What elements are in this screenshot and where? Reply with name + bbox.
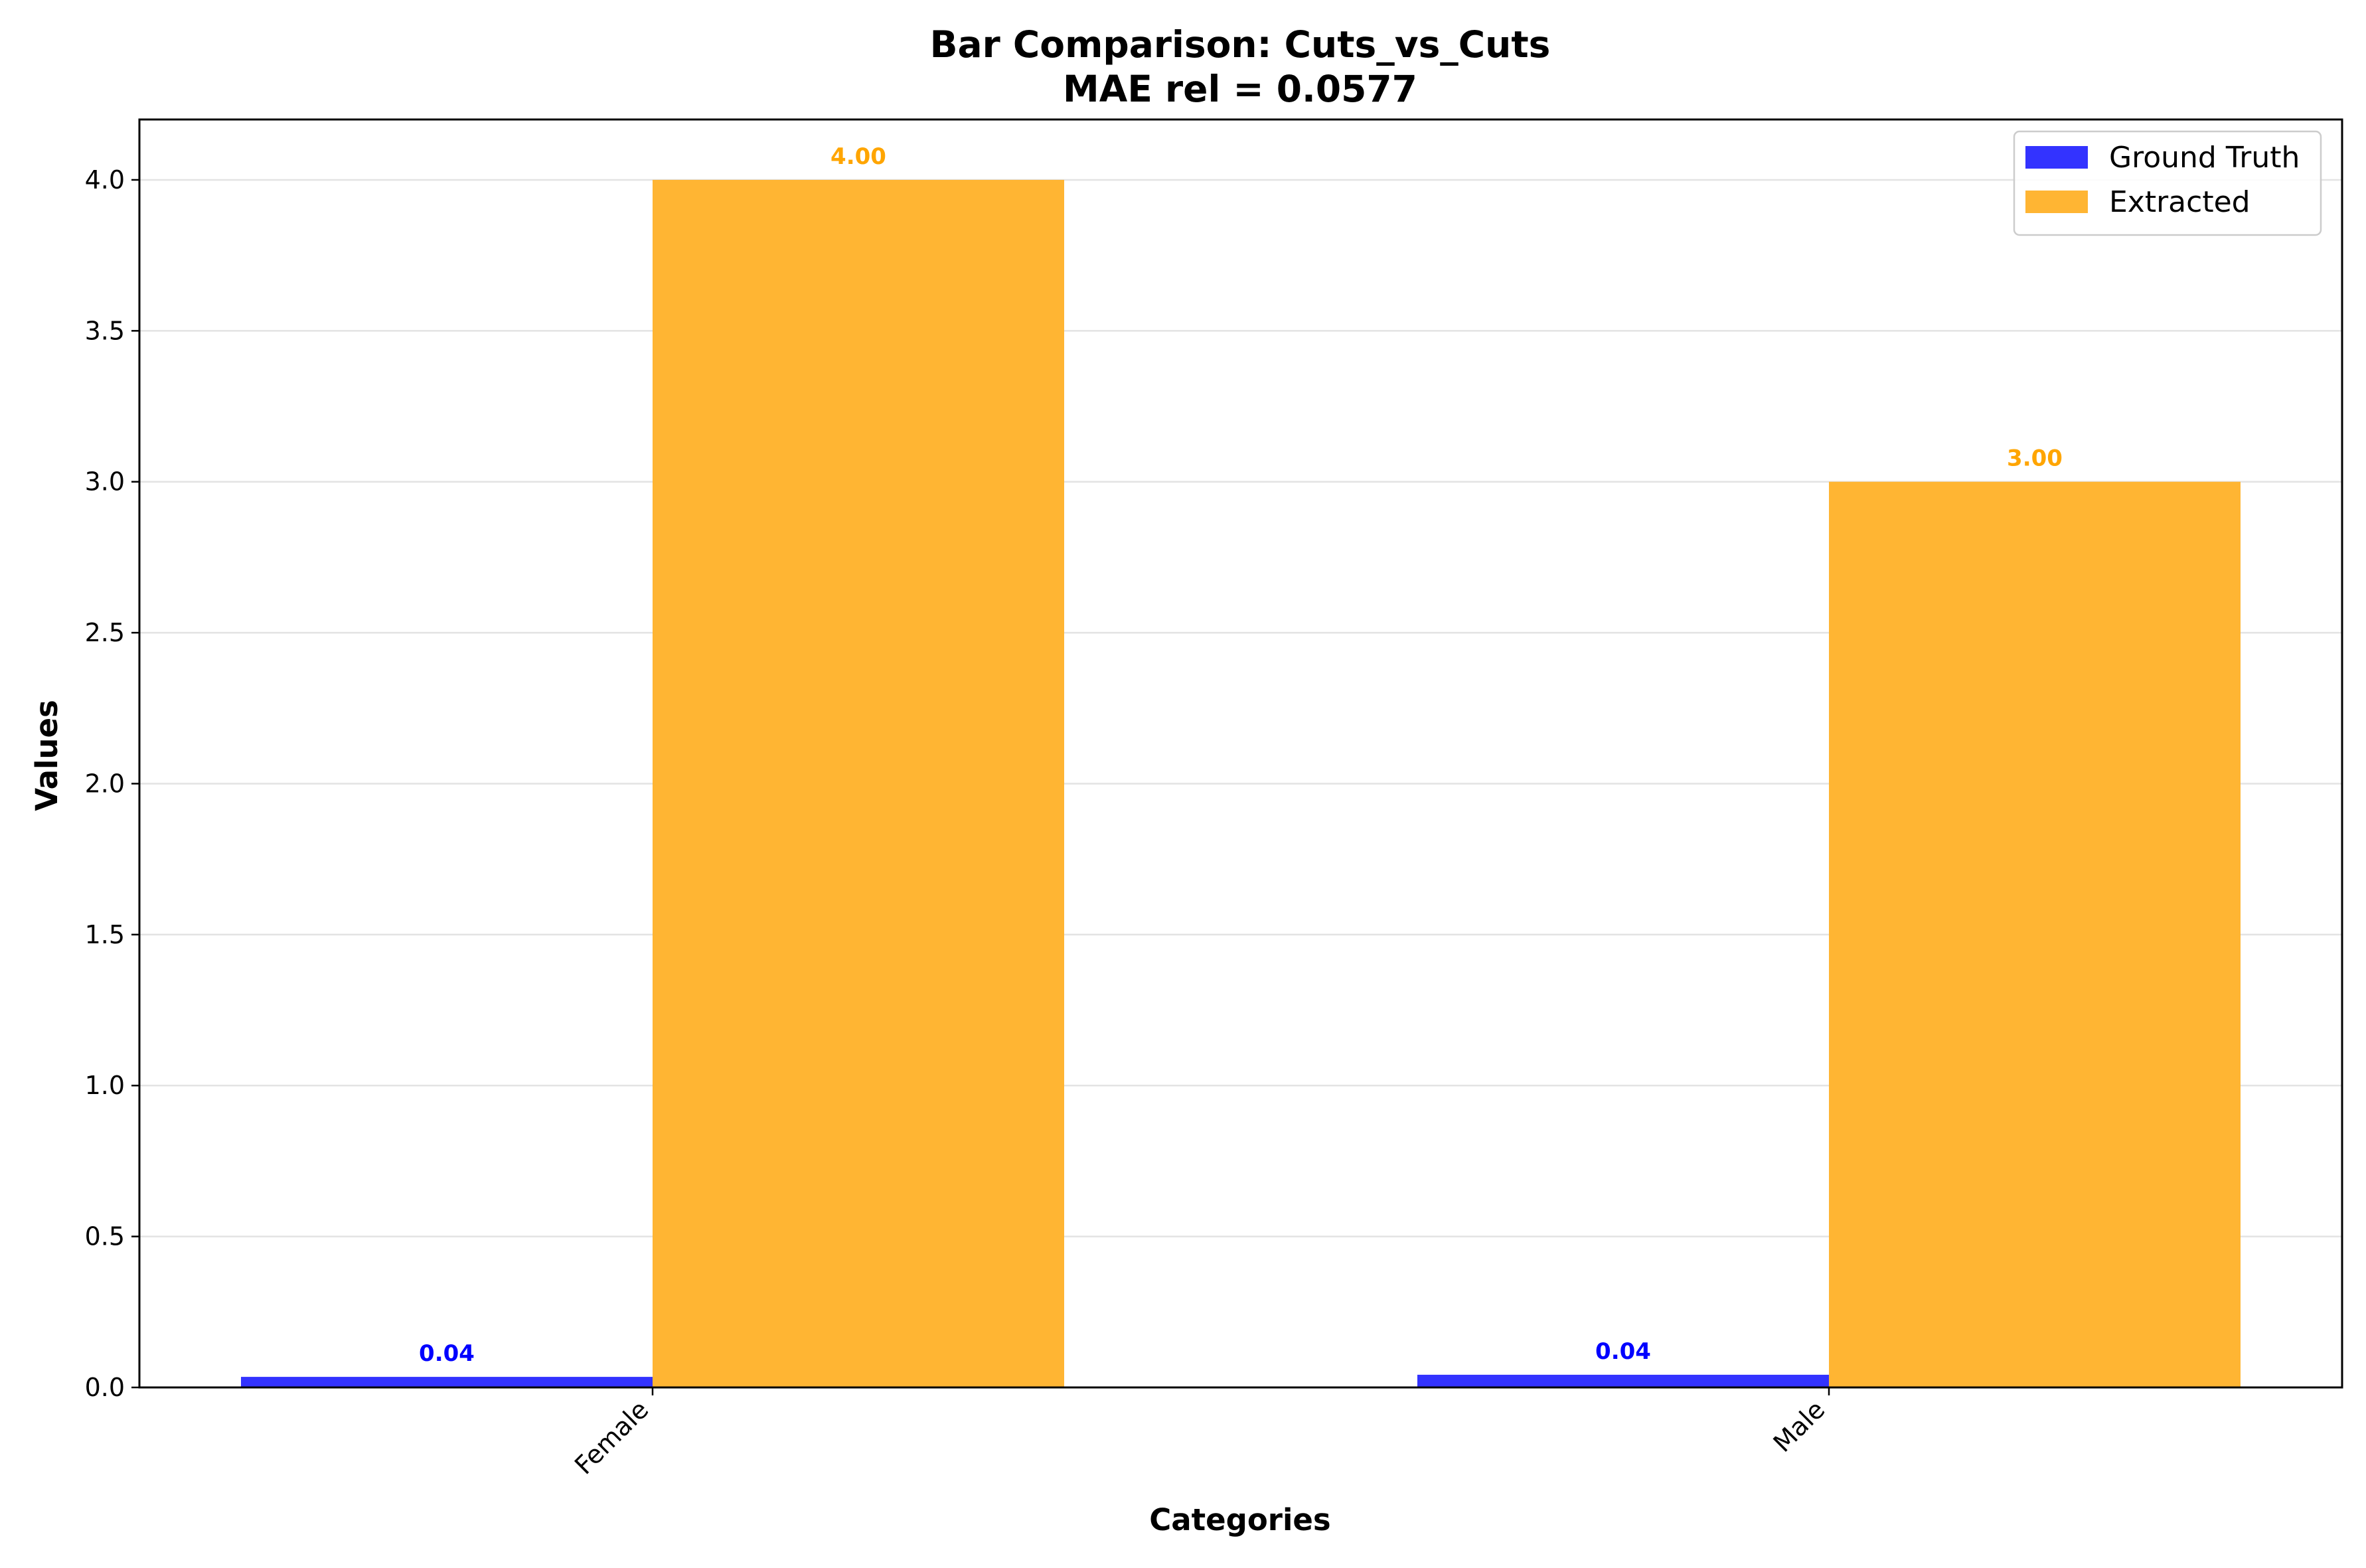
data-labels-group: 0.04 4.00 0.04 3.00 <box>419 143 2063 1367</box>
data-label: 3.00 <box>2007 445 2063 472</box>
y-tick-label: 3.5 <box>85 316 125 345</box>
x-tick-label: Female <box>569 1395 654 1480</box>
bars-group <box>241 179 2241 1387</box>
legend-entry-label: Extracted <box>2109 185 2250 219</box>
x-axis-label: Categories <box>1149 1502 1330 1537</box>
grid-lines <box>139 179 2342 1389</box>
legend-frame <box>2013 130 2322 236</box>
y-tick-label: 3.0 <box>85 467 125 497</box>
x-tick-label: Male <box>1768 1395 1831 1458</box>
x-axis-ticks: Female Male <box>569 1387 1830 1480</box>
bar-extracted <box>653 179 1064 1387</box>
plot-frame <box>138 118 2343 1389</box>
data-label: 0.04 <box>1595 1338 1651 1365</box>
data-label: 0.04 <box>419 1340 475 1367</box>
y-axis-label: Values <box>29 700 64 811</box>
y-tick-label: 2.0 <box>85 769 125 798</box>
legend-entry-label: Ground Truth <box>2109 141 2300 175</box>
data-label: 4.00 <box>830 143 886 170</box>
legend: Ground Truth Extracted <box>2013 130 2322 236</box>
y-tick-label: 0.0 <box>85 1373 125 1402</box>
y-tick-label: 2.5 <box>85 618 125 647</box>
bar-extracted <box>1829 481 2241 1387</box>
legend-swatch <box>2025 146 2088 169</box>
y-tick-label: 0.5 <box>85 1222 125 1251</box>
y-tick-label: 1.0 <box>85 1071 125 1100</box>
y-tick-label: 4.0 <box>85 165 125 195</box>
chart-title: Bar Comparison: Cuts_vs_Cuts <box>930 23 1551 66</box>
bar-ground-truth <box>241 1377 653 1387</box>
chart-subtitle: MAE rel = 0.0577 <box>1063 68 1417 110</box>
legend-swatch <box>2025 191 2088 213</box>
bar-ground-truth <box>1417 1374 1829 1387</box>
y-axis-ticks: 0.0 0.5 1.0 1.5 2.0 2.5 3.0 3.5 4.0 <box>85 165 139 1402</box>
y-tick-label: 1.5 <box>85 920 125 949</box>
